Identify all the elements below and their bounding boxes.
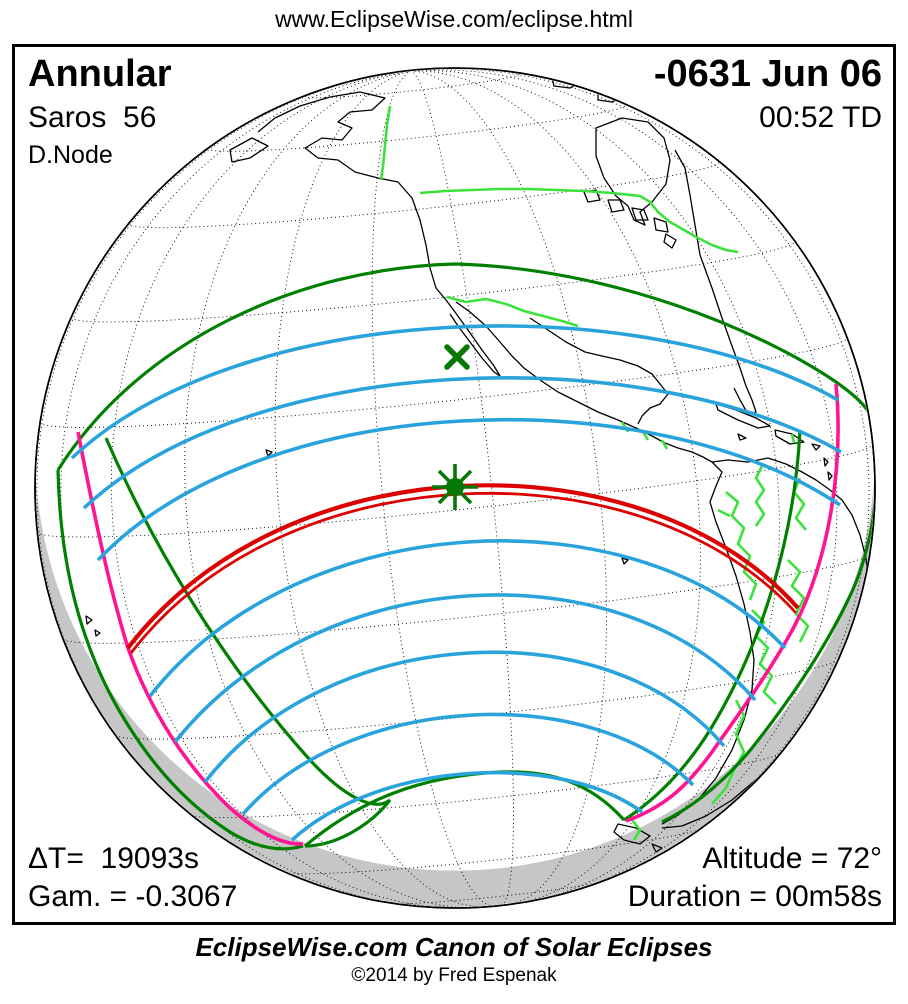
eclipse-date: -0631 Jun 06	[653, 53, 882, 95]
western-inner-limit-curve	[104, 437, 392, 848]
duration-value: Duration = 00m58s	[627, 880, 882, 913]
copyright-line: ©2014 by Fred Espenak	[351, 965, 557, 986]
greatest-eclipse-asterisk	[432, 464, 478, 510]
eclipse-type-label: Annular	[28, 53, 172, 95]
coastlines	[85, 71, 869, 853]
sunrise-curve	[76, 431, 304, 846]
sunset-curve	[625, 383, 840, 823]
globe-limb-outline	[34, 67, 876, 909]
gamma-value: Gam. = -0.3067	[28, 880, 238, 913]
delta-t-value: ΔT= 19093s	[28, 842, 199, 875]
saros-label: Saros 56	[28, 101, 157, 134]
canon-title: EclipseWise.com Canon of Solar Eclipses	[195, 932, 713, 962]
western-outer-limit-curve	[56, 469, 304, 851]
altitude-value: Altitude = 72°	[702, 842, 882, 875]
sub-solar-x	[444, 344, 470, 370]
node-label: D.Node	[28, 141, 113, 169]
northern-limit-curve	[56, 262, 874, 471]
political-borders	[379, 105, 810, 841]
eclipse-time: 00:52 TD	[759, 101, 882, 134]
eastern-inner-limit-curve	[623, 429, 802, 822]
site-url-link[interactable]: www.EclipseWise.com/eclipse.html	[275, 6, 633, 32]
max-eclipse-time-curves	[70, 324, 842, 842]
rise-set-curves	[76, 383, 840, 846]
